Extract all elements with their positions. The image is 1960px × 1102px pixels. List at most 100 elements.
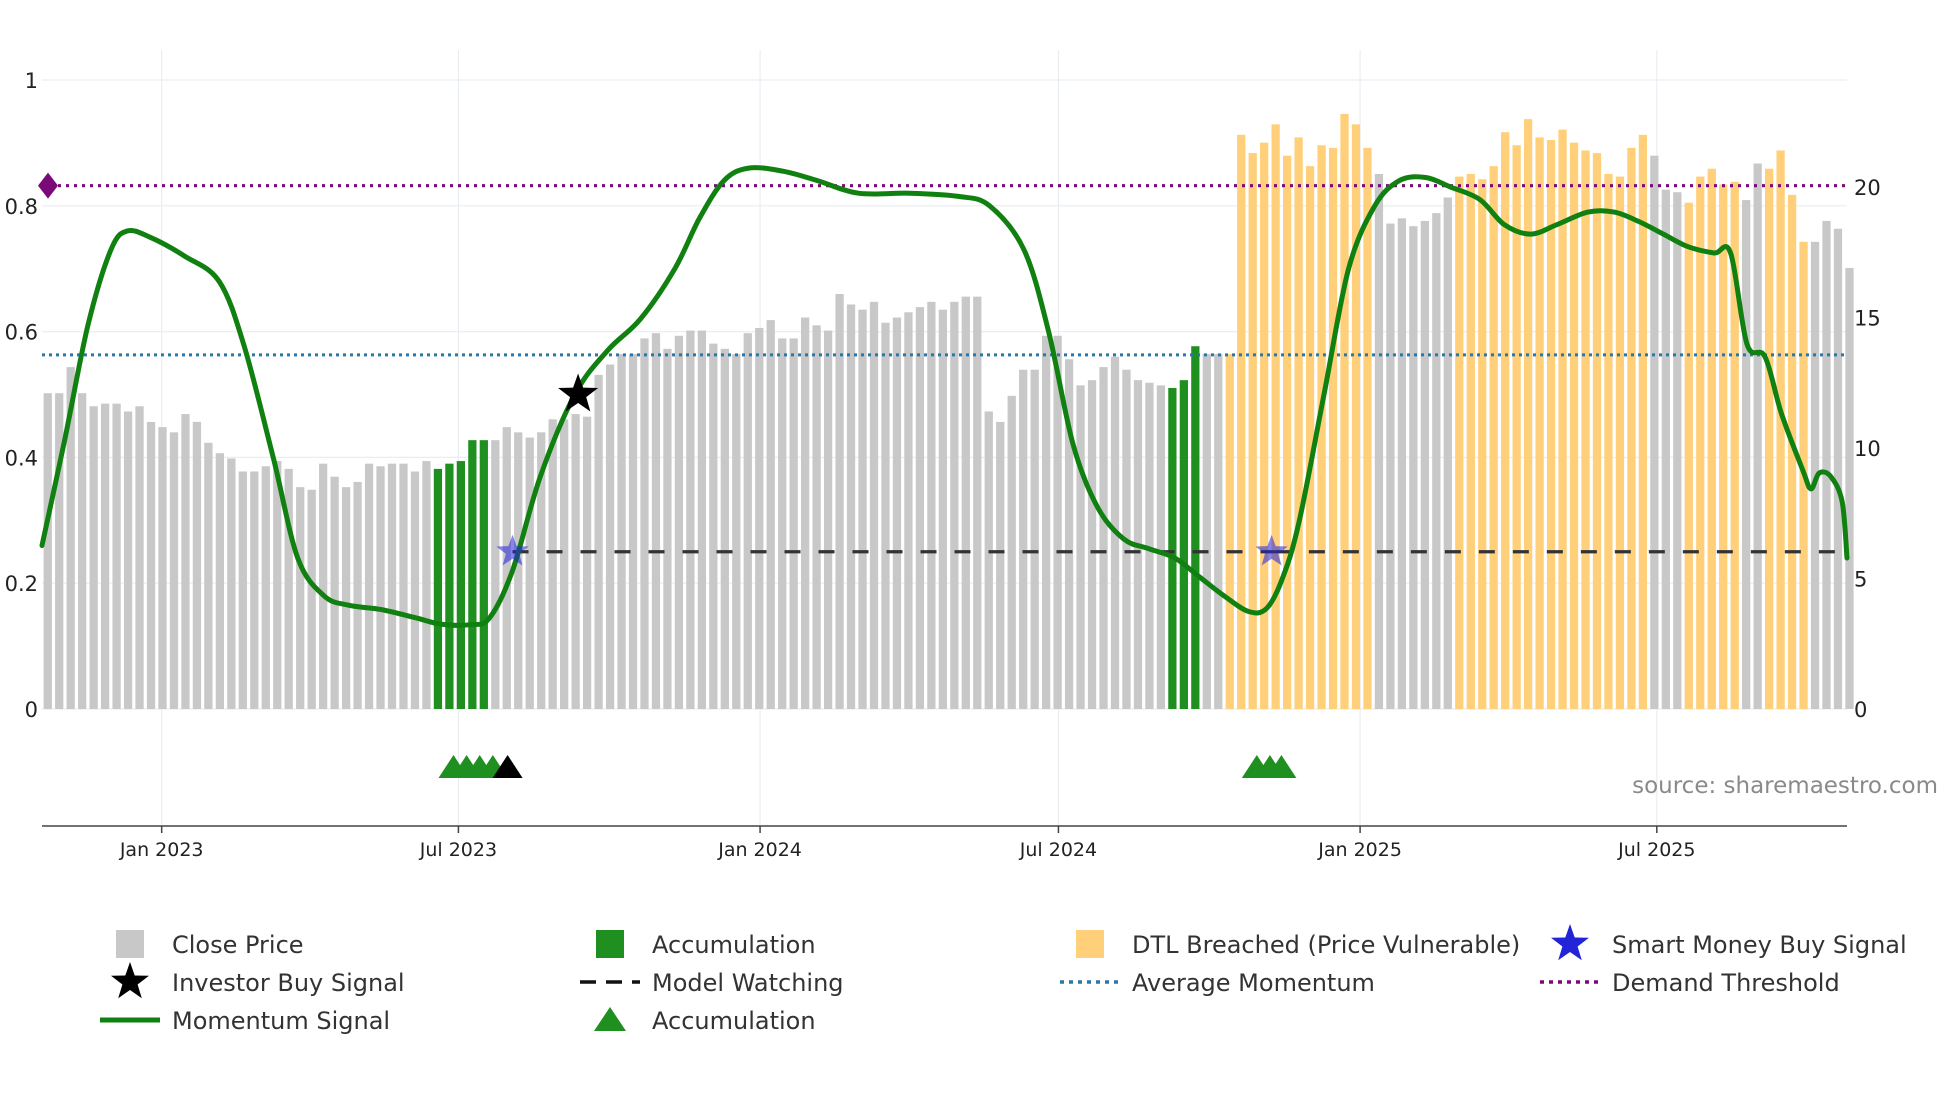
left-tick-label: 0 <box>25 698 38 722</box>
close-price-bars <box>43 113 1854 710</box>
bar-breached <box>1305 166 1315 709</box>
bar-close <box>938 309 947 709</box>
reference-lines <box>38 172 1847 554</box>
legend-label: Accumulation <box>652 931 816 959</box>
bar-close <box>353 481 362 709</box>
left-tick-label: 0.8 <box>5 195 38 219</box>
legend-swatch <box>116 930 144 958</box>
left-tick-label: 0.2 <box>5 572 38 596</box>
bar-breached <box>1546 140 1556 709</box>
bar-close <box>376 466 385 709</box>
bar-breached <box>1248 153 1257 709</box>
left-tick-label: 0.4 <box>5 446 38 470</box>
right-tick-label: 10 <box>1854 437 1881 461</box>
bar-close <box>1397 218 1407 709</box>
legend-star-icon <box>1551 924 1589 961</box>
legend-item: Smart Money Buy Signal <box>1551 924 1907 961</box>
bar-close <box>663 348 672 709</box>
legend-label: Model Watching <box>652 969 844 997</box>
bar-accumulation <box>468 440 477 709</box>
x-tick-label: Jul 2025 <box>1617 839 1695 861</box>
bar-accumulation <box>433 468 443 709</box>
bar-close <box>548 419 557 709</box>
bar-accumulation <box>1179 380 1188 709</box>
bar-breached <box>1512 145 1521 709</box>
bar-breached <box>1627 147 1636 710</box>
bar-breached <box>1696 176 1705 709</box>
legend-label: Momentum Signal <box>172 1007 390 1035</box>
bar-close <box>204 442 213 709</box>
bar-close <box>284 468 293 709</box>
bar-close <box>307 489 316 709</box>
bar-close <box>55 393 64 709</box>
legend-item: Close Price <box>116 930 304 959</box>
bar-breached <box>1765 168 1774 710</box>
bar-close <box>1742 200 1751 709</box>
legend-item: Accumulation <box>596 930 816 959</box>
bar-close <box>709 343 718 709</box>
bar-accumulation <box>1168 387 1177 709</box>
bar-breached <box>1604 173 1613 709</box>
bar-close <box>330 476 339 709</box>
bar-close <box>341 487 351 709</box>
bar-close <box>858 309 867 709</box>
bar-close <box>1661 189 1670 709</box>
legend-label: Demand Threshold <box>1612 969 1840 997</box>
bar-breached <box>1558 129 1567 710</box>
bar-breached <box>1340 113 1349 710</box>
signal-markers <box>496 373 1288 566</box>
bar-close <box>1087 380 1097 709</box>
bar-breached <box>1787 194 1797 710</box>
bar-close <box>1145 382 1154 709</box>
bar-close <box>1030 369 1039 709</box>
bar-close <box>514 432 523 709</box>
legend-label: DTL Breached (Price Vulnerable) <box>1132 931 1520 959</box>
bar-close <box>399 463 408 709</box>
bar-accumulation <box>445 463 454 709</box>
bar-breached <box>1260 142 1269 709</box>
bar-breached <box>1569 142 1579 709</box>
right-tick-label: 0 <box>1854 698 1867 722</box>
legend-item: Investor Buy Signal <box>111 962 405 999</box>
bar-close <box>674 335 684 709</box>
bar-close <box>1443 197 1452 709</box>
accumulation-triangle-marker <box>492 755 523 778</box>
momentum-signal-line <box>39 165 1850 628</box>
bar-close <box>1053 335 1062 709</box>
bar-breached <box>1489 166 1498 709</box>
bar-close <box>720 348 729 709</box>
threshold-diamond-marker <box>38 172 58 199</box>
bar-close <box>1409 226 1418 709</box>
bar-close <box>697 330 706 709</box>
bar-breached <box>1283 155 1292 709</box>
bar-close <box>250 471 259 709</box>
legend-swatch <box>1076 930 1104 958</box>
investor-buy-signal <box>558 373 599 412</box>
bar-close <box>66 367 75 709</box>
bar-close <box>571 414 580 709</box>
bar-close <box>651 333 661 709</box>
bar-close <box>364 463 374 709</box>
bar-close <box>812 325 821 709</box>
bar-close <box>43 393 52 709</box>
bar-breached <box>1351 124 1361 710</box>
legend-item: Demand Threshold <box>1540 969 1840 997</box>
bar-close <box>640 338 649 709</box>
bar-close <box>1214 354 1223 709</box>
accumulation-markers <box>438 755 1297 778</box>
legend-swatch <box>596 930 624 958</box>
bar-close <box>560 419 569 709</box>
bar-close <box>915 307 925 709</box>
bar-breached <box>1478 179 1487 709</box>
bar-close <box>1673 192 1682 710</box>
legend-item: Average Momentum <box>1060 969 1375 997</box>
bar-close <box>192 421 202 709</box>
bar-breached <box>1730 181 1739 710</box>
bar-close <box>823 330 833 709</box>
bar-breached <box>1328 147 1338 710</box>
bar-close <box>410 471 420 709</box>
legend-label: Average Momentum <box>1132 969 1375 997</box>
bar-close <box>881 322 890 709</box>
bar-breached <box>1237 134 1246 709</box>
